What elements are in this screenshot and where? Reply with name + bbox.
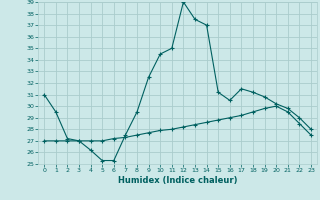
X-axis label: Humidex (Indice chaleur): Humidex (Indice chaleur) — [118, 176, 237, 185]
